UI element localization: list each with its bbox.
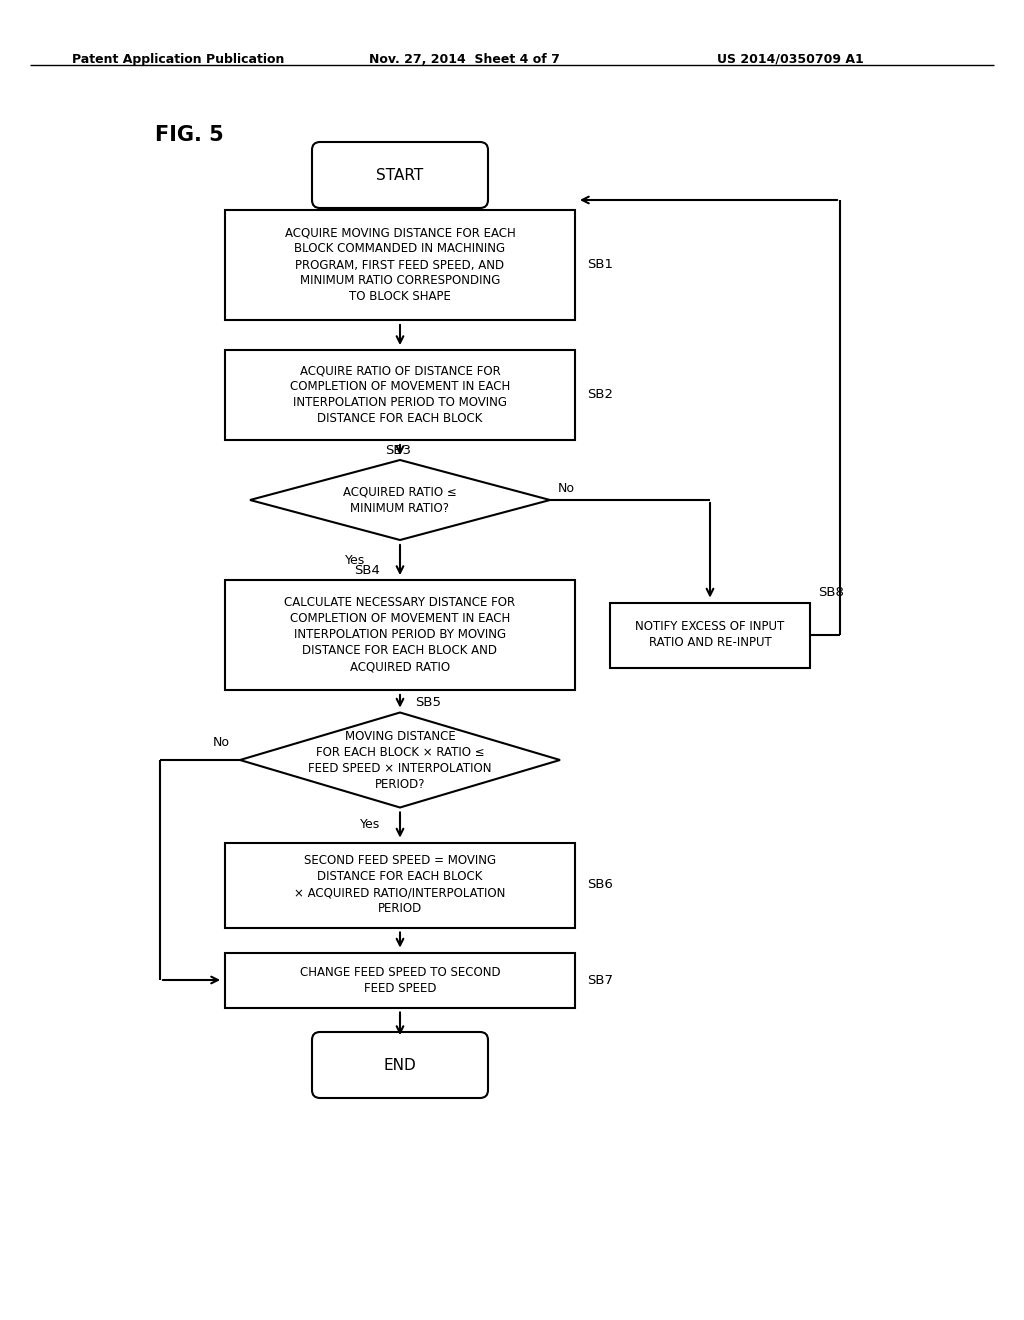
Bar: [610, 602, 810, 668]
Text: END: END: [384, 1057, 417, 1072]
Text: Nov. 27, 2014  Sheet 4 of 7: Nov. 27, 2014 Sheet 4 of 7: [369, 53, 559, 66]
Text: Yes: Yes: [360, 818, 380, 832]
Text: START: START: [377, 168, 424, 182]
Bar: [225, 210, 575, 319]
Text: SB2: SB2: [587, 388, 613, 401]
Text: CHANGE FEED SPEED TO SECOND
FEED SPEED: CHANGE FEED SPEED TO SECOND FEED SPEED: [300, 965, 501, 994]
Text: ACQUIRE MOVING DISTANCE FOR EACH
BLOCK COMMANDED IN MACHINING
PROGRAM, FIRST FEE: ACQUIRE MOVING DISTANCE FOR EACH BLOCK C…: [285, 227, 515, 304]
Text: SB5: SB5: [415, 696, 441, 709]
Text: MOVING DISTANCE
FOR EACH BLOCK × RATIO ≤
FEED SPEED × INTERPOLATION
PERIOD?: MOVING DISTANCE FOR EACH BLOCK × RATIO ≤…: [308, 730, 492, 791]
Bar: [225, 350, 575, 440]
Bar: [225, 953, 575, 1007]
Text: NOTIFY EXCESS OF INPUT
RATIO AND RE-INPUT: NOTIFY EXCESS OF INPUT RATIO AND RE-INPU…: [635, 620, 784, 649]
FancyBboxPatch shape: [312, 1032, 488, 1098]
Text: FIG. 5: FIG. 5: [155, 125, 224, 145]
Text: SB6: SB6: [587, 879, 613, 891]
Text: No: No: [213, 735, 230, 748]
Text: SB1: SB1: [587, 259, 613, 272]
FancyBboxPatch shape: [312, 143, 488, 209]
Polygon shape: [240, 713, 560, 808]
Text: SECOND FEED SPEED = MOVING
DISTANCE FOR EACH BLOCK
× ACQUIRED RATIO/INTERPOLATIO: SECOND FEED SPEED = MOVING DISTANCE FOR …: [294, 854, 506, 916]
Text: CALCULATE NECESSARY DISTANCE FOR
COMPLETION OF MOVEMENT IN EACH
INTERPOLATION PE: CALCULATE NECESSARY DISTANCE FOR COMPLET…: [285, 597, 515, 673]
Text: ACQUIRE RATIO OF DISTANCE FOR
COMPLETION OF MOVEMENT IN EACH
INTERPOLATION PERIO: ACQUIRE RATIO OF DISTANCE FOR COMPLETION…: [290, 364, 510, 425]
Text: Patent Application Publication: Patent Application Publication: [72, 53, 284, 66]
Polygon shape: [250, 459, 550, 540]
Text: SB7: SB7: [587, 974, 613, 986]
Text: No: No: [558, 482, 575, 495]
Text: Yes: Yes: [345, 553, 366, 566]
Bar: [225, 579, 575, 690]
Text: ACQUIRED RATIO ≤
MINIMUM RATIO?: ACQUIRED RATIO ≤ MINIMUM RATIO?: [343, 486, 457, 515]
Bar: [225, 842, 575, 928]
Text: SB8: SB8: [818, 586, 844, 599]
Text: SB3: SB3: [385, 444, 411, 457]
Text: SB4: SB4: [354, 564, 380, 577]
Text: US 2014/0350709 A1: US 2014/0350709 A1: [717, 53, 863, 66]
